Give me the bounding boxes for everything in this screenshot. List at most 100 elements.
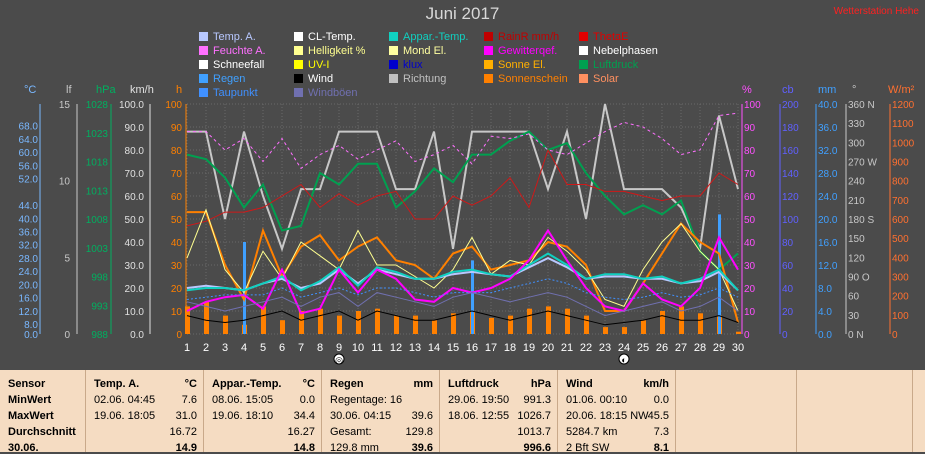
axis-tick-label: 120 [848,253,865,264]
axis-tick-label: 240 [848,177,865,188]
rain-bar [718,214,721,334]
axis-tick-label: 30 [744,261,756,272]
summary-column: Luftdruck hPa 29.06. 19:50 991.3 18.06. 12:5… [440,370,558,454]
axis-tick-label: 50 [171,215,183,226]
axis-tick-label: 1200 [892,100,915,111]
axis-tick-label: 1003 [86,244,109,255]
summary-cell-label: 30.06. 04:15 [330,410,392,422]
summary-cell-value: 39.6 [411,410,433,422]
axis-tick-label: 1018 [86,158,109,169]
axis-tick-label: 20 [171,284,183,295]
rain-bar [471,260,474,334]
axis-tick-label: 50.0 [125,215,145,226]
x-tick-label: 7 [298,342,304,354]
sunshine-bar [204,301,209,334]
axis-tick-label: 180 S [848,215,874,226]
axis-tick-label: 0 [892,330,898,341]
axis-tick-label: 40 [744,238,756,249]
x-tick-label: 21 [561,342,573,354]
axis-tick-label: 200 [782,100,799,111]
axis-tick-label: 0 [176,330,182,341]
axis-tick-label: 180 [782,123,799,134]
sunshine-bar [185,306,190,334]
sunshine-bar [413,315,418,334]
axis-tick-label: 1100 [892,119,914,130]
sunshine-bar [660,311,665,334]
weather-chart: °C68.064.060.056.052.044.040.036.032.028… [19,84,915,365]
axis-tick-label: 56.0 [19,161,39,172]
axis-tick-label: 1000 [892,138,915,149]
legend-item: Solar [579,73,619,85]
legend-item: Wind [294,73,333,85]
x-tick-label: 26 [656,342,668,354]
axis-tick-label: 15 [59,100,71,111]
legend-swatch [579,60,588,69]
legend-label: RainR mm/h [498,31,560,43]
axis-tick-label: 20 [744,284,756,295]
x-tick-label: 4 [241,342,247,354]
summary-cell-label: Regentage: 16 [330,394,403,406]
legend-label: Nebelphasen [593,45,658,57]
axis-tick-label: 800 [892,177,909,188]
moon-phase-symbol: ◐ [621,355,626,365]
series-line [187,103,739,253]
sunshine-bar [337,315,342,334]
summary-cell-value: 0.0 [299,394,315,406]
axis-tick-label: 52.0 [19,175,39,186]
legend-item: UV-I [294,59,329,71]
legend-swatch [294,46,303,55]
axis-tick-label: 20 [782,307,794,318]
axis-tick-label: 700 [892,196,909,207]
axis-tick-label: 10.0 [125,307,145,318]
summary-cell-value: 1026.7 [517,410,551,422]
summary-cell-value: 129.8 [405,426,433,438]
x-tick-label: 5 [260,342,266,354]
axis-tick-label: 20.0 [125,284,145,295]
axis-tick-label: 50 [744,215,756,226]
x-tick-label: 19 [523,342,535,354]
summary-cell-value: 14.8 [293,442,315,454]
sunshine-bar [356,311,361,334]
axis-header-cb: cb [782,84,794,96]
legend-label: Richtung [403,73,447,85]
summary-column-unit: °C [302,378,315,390]
summary-row-label: Durchschnitt [8,426,76,438]
legend-label: Regen [213,73,246,85]
axis-tick-label: 200 [892,292,909,303]
axis-tick-label: 32.0 [818,146,838,157]
series-line [186,278,739,301]
legend-item: Gewitterqef. [484,45,557,57]
axis-tick-label: 4.0 [818,307,832,318]
rain-bar [243,242,246,334]
summary-empty-column [796,370,913,452]
summary-cell-value: 16.27 [287,426,315,438]
x-tick-label: 30 [732,342,744,354]
series-line [186,130,739,271]
summary-cell-label: 08.06. 15:05 [212,394,274,406]
legend-swatch [389,46,398,55]
axis-tick-label: 100 [165,100,182,111]
axis-tick-label: 40 [782,284,794,295]
axis-tick-label: 330 [848,119,865,130]
axis-tick-label: 16.0 [818,238,838,249]
sunshine-bar [394,315,399,334]
legend-item: Helligkeit % [294,45,365,57]
axis-tick-label: 40 [171,238,183,249]
x-tick-label: 23 [599,342,611,354]
axis-tick-label: 16.0 [19,294,39,305]
sunshine-bar [698,313,703,334]
legend-swatch [199,46,208,55]
legend-item: ThetaE [579,31,628,43]
sunshine-bar [622,327,627,334]
x-tick-label: 24 [618,342,630,354]
axis-tick-label: 60.0 [19,148,39,159]
legend-swatch [389,32,398,41]
x-tick-label: 6 [279,342,285,354]
sunshine-bar [261,306,266,334]
axis-tick-label: 80 [744,146,756,157]
axis-tick-label: 30 [848,311,860,322]
axis-tick-label: 8.0 [818,284,832,295]
summary-cell-label: 19.06. 18:10 [212,410,274,422]
summary-cell-label: 01.06. 00:10 [566,394,628,406]
legend-swatch [484,32,493,41]
